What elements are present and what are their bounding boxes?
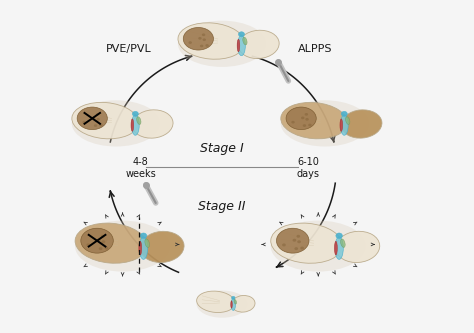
- Ellipse shape: [140, 233, 147, 238]
- Ellipse shape: [335, 237, 343, 259]
- Ellipse shape: [231, 295, 255, 312]
- Ellipse shape: [341, 110, 382, 138]
- Text: Stage I: Stage I: [200, 142, 244, 155]
- Ellipse shape: [183, 28, 213, 50]
- Ellipse shape: [308, 124, 311, 127]
- Ellipse shape: [301, 117, 304, 119]
- Ellipse shape: [335, 241, 337, 255]
- Ellipse shape: [131, 119, 134, 131]
- Ellipse shape: [75, 220, 170, 272]
- Ellipse shape: [92, 117, 96, 119]
- Ellipse shape: [202, 33, 205, 36]
- Ellipse shape: [132, 110, 173, 138]
- Ellipse shape: [346, 117, 350, 125]
- Ellipse shape: [340, 239, 345, 247]
- Ellipse shape: [75, 223, 147, 263]
- Ellipse shape: [296, 235, 300, 238]
- Ellipse shape: [281, 103, 347, 139]
- Ellipse shape: [81, 228, 113, 253]
- Ellipse shape: [202, 38, 206, 41]
- Ellipse shape: [137, 117, 141, 125]
- Ellipse shape: [145, 239, 149, 247]
- Ellipse shape: [286, 107, 316, 130]
- Ellipse shape: [132, 111, 138, 116]
- Ellipse shape: [340, 115, 348, 135]
- Ellipse shape: [96, 118, 100, 121]
- Ellipse shape: [178, 21, 266, 67]
- Ellipse shape: [189, 41, 192, 44]
- Text: 6-10
days: 6-10 days: [297, 158, 320, 179]
- Ellipse shape: [300, 246, 304, 249]
- Ellipse shape: [243, 37, 247, 45]
- Ellipse shape: [198, 37, 201, 40]
- Ellipse shape: [131, 115, 139, 135]
- Text: 4-8
weeks: 4-8 weeks: [126, 158, 156, 179]
- Text: ALPPS: ALPPS: [298, 44, 332, 54]
- Ellipse shape: [97, 239, 100, 242]
- Ellipse shape: [276, 228, 309, 253]
- Ellipse shape: [238, 32, 245, 37]
- Ellipse shape: [336, 233, 342, 238]
- Ellipse shape: [96, 113, 99, 116]
- Ellipse shape: [294, 247, 298, 250]
- Ellipse shape: [305, 113, 308, 116]
- Ellipse shape: [99, 247, 102, 250]
- Ellipse shape: [140, 231, 184, 262]
- Ellipse shape: [281, 100, 369, 147]
- Ellipse shape: [72, 100, 160, 147]
- Ellipse shape: [99, 124, 103, 127]
- Ellipse shape: [237, 35, 246, 56]
- Ellipse shape: [105, 246, 109, 249]
- Ellipse shape: [139, 237, 148, 259]
- Ellipse shape: [82, 121, 86, 124]
- Ellipse shape: [72, 103, 138, 139]
- Ellipse shape: [336, 231, 380, 262]
- Ellipse shape: [86, 243, 90, 246]
- Ellipse shape: [205, 44, 209, 47]
- Text: Stage II: Stage II: [198, 200, 246, 213]
- Ellipse shape: [77, 107, 107, 130]
- Ellipse shape: [139, 241, 142, 255]
- Ellipse shape: [234, 300, 237, 304]
- Ellipse shape: [271, 223, 343, 263]
- Ellipse shape: [292, 239, 296, 242]
- Ellipse shape: [101, 235, 105, 238]
- Ellipse shape: [200, 45, 203, 47]
- Ellipse shape: [282, 243, 286, 246]
- Ellipse shape: [231, 296, 235, 299]
- Ellipse shape: [303, 124, 306, 127]
- Ellipse shape: [178, 23, 245, 59]
- Ellipse shape: [237, 39, 240, 52]
- Ellipse shape: [238, 30, 279, 59]
- Ellipse shape: [231, 301, 232, 308]
- Ellipse shape: [340, 119, 343, 131]
- Ellipse shape: [341, 111, 347, 116]
- Ellipse shape: [231, 298, 236, 310]
- Ellipse shape: [197, 291, 235, 312]
- Ellipse shape: [305, 118, 309, 121]
- Ellipse shape: [197, 290, 247, 318]
- Ellipse shape: [297, 240, 301, 243]
- Ellipse shape: [292, 121, 295, 124]
- Text: PVE/PVL: PVE/PVL: [106, 44, 152, 54]
- Ellipse shape: [94, 124, 97, 127]
- Ellipse shape: [101, 240, 105, 243]
- Ellipse shape: [271, 220, 366, 272]
